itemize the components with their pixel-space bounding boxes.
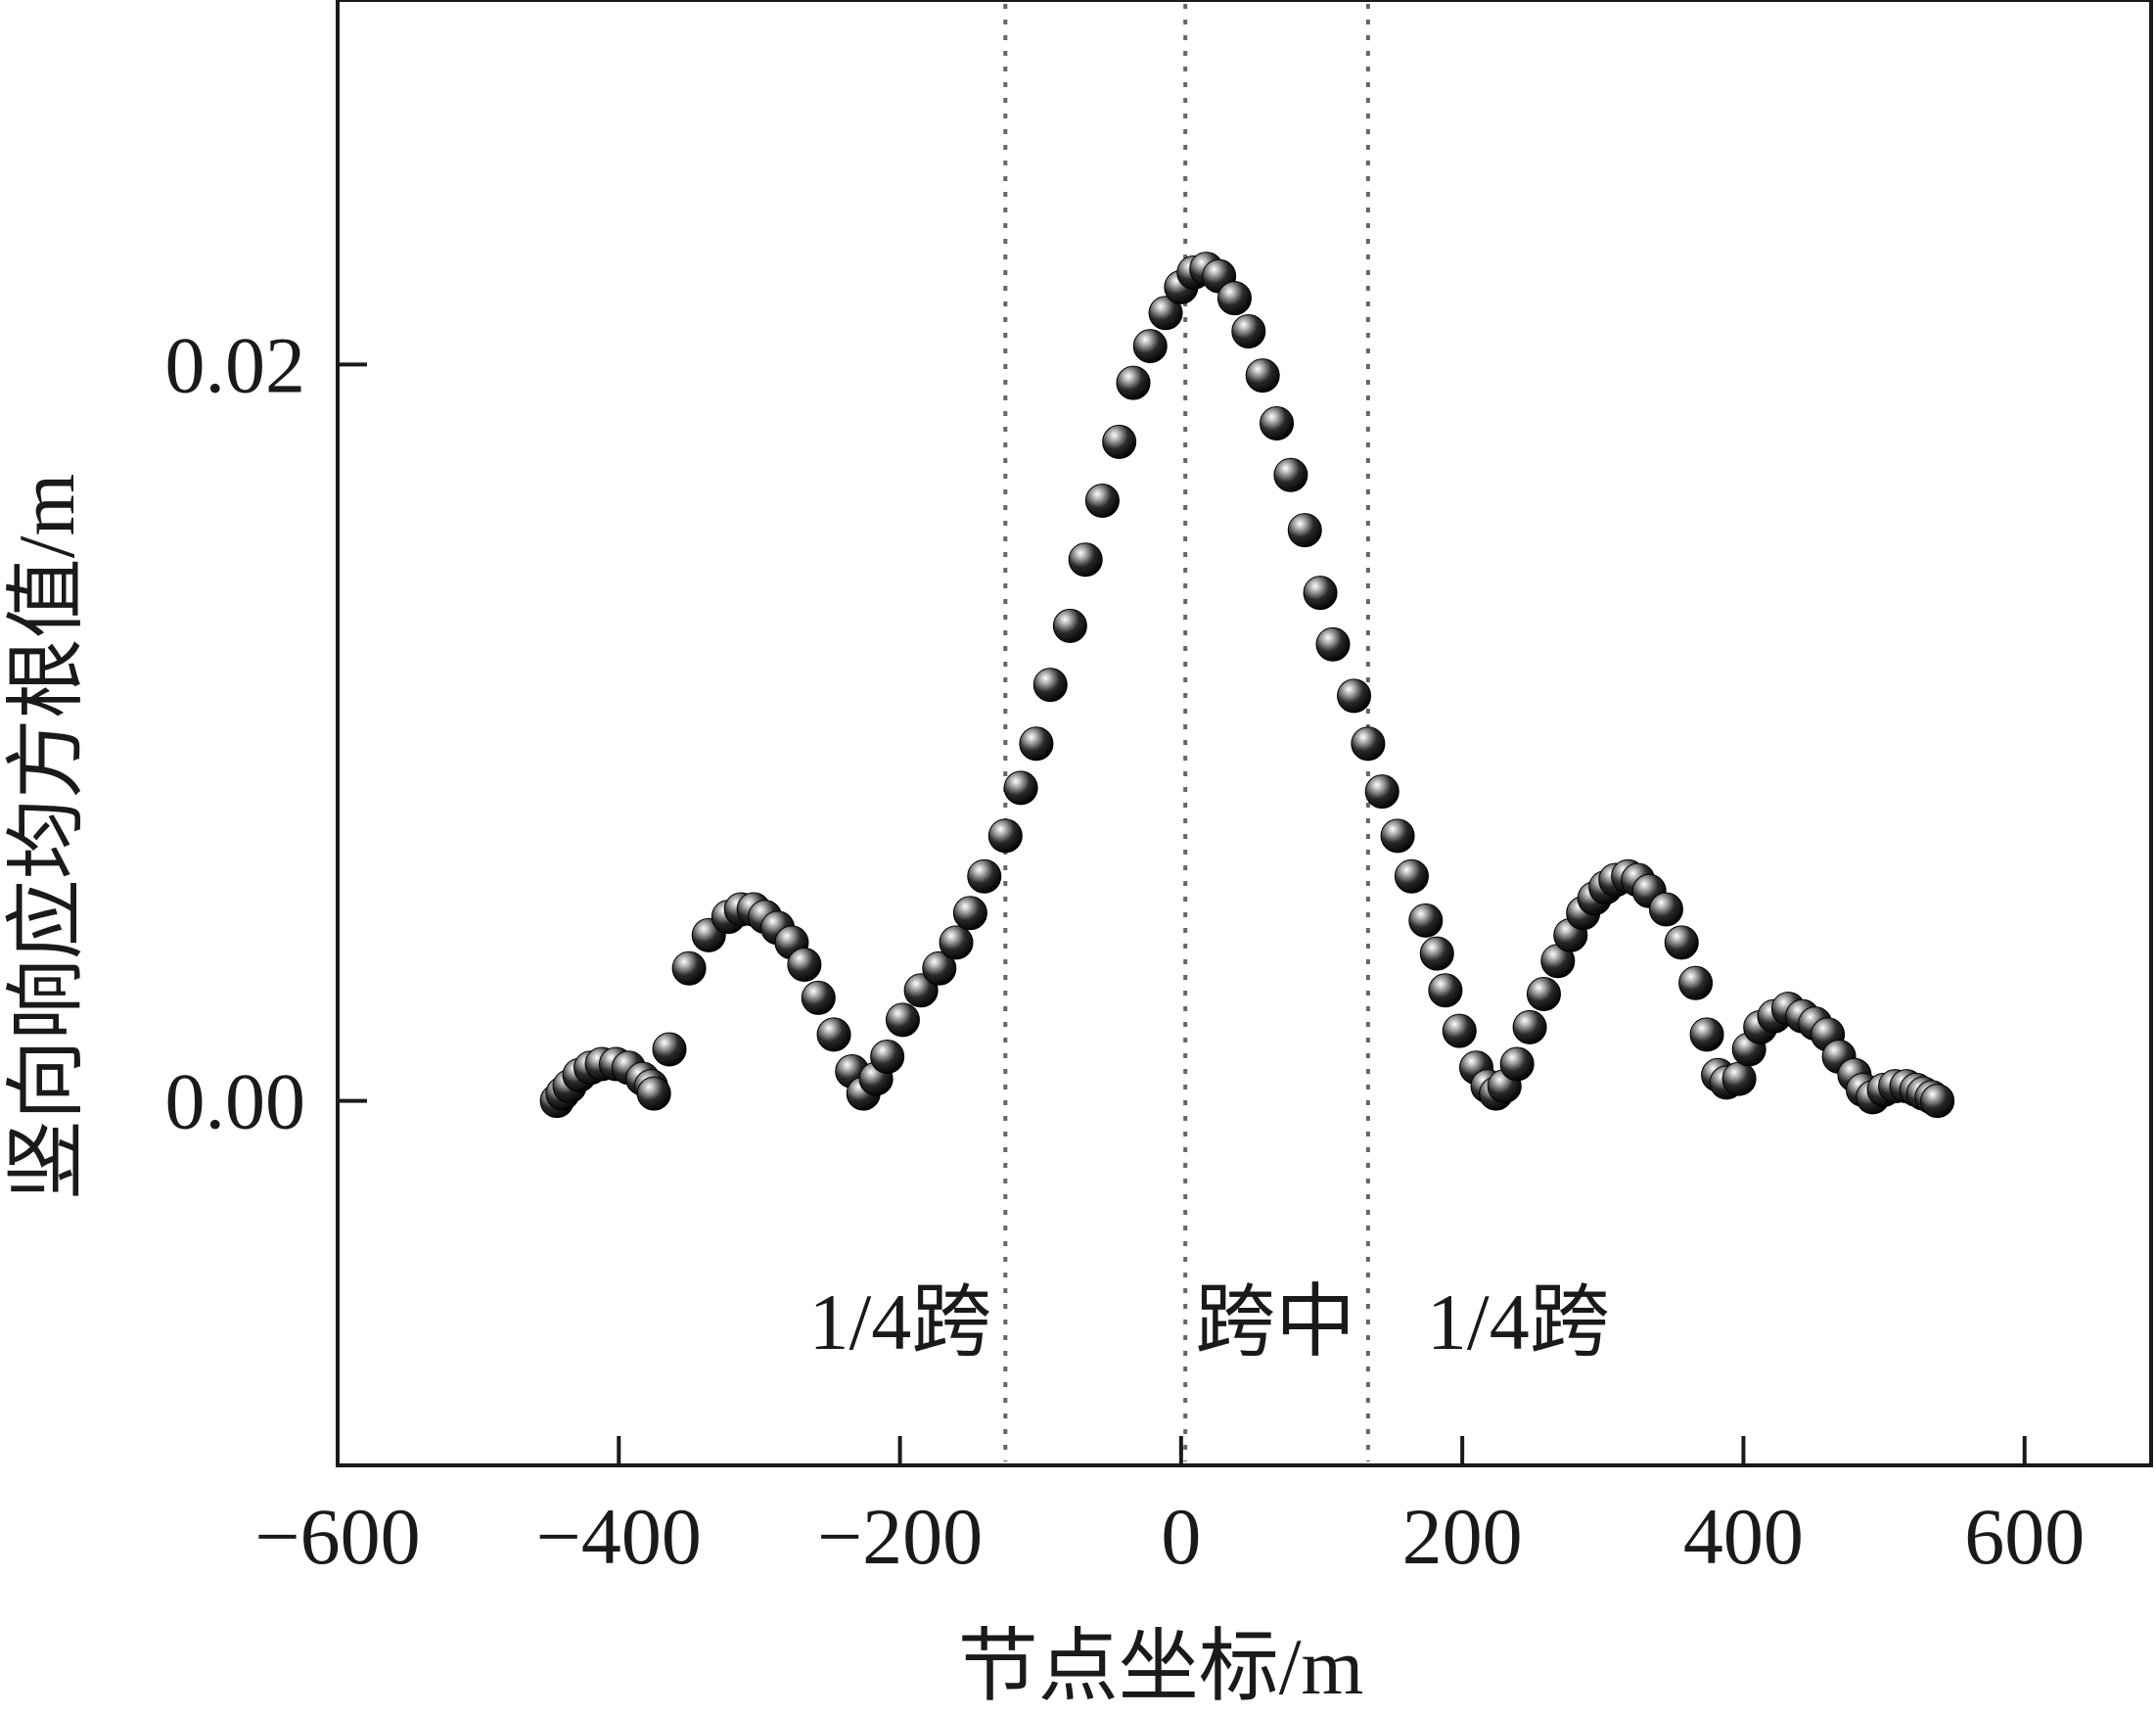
data-point [787, 947, 822, 982]
plot-frame [336, 0, 2153, 1467]
y-axis-label: 竖向响应均方根值/m [2, 474, 91, 1201]
data-point [1648, 892, 1683, 927]
x-tick-label: 200 [1402, 1492, 1523, 1581]
data-point [1428, 973, 1463, 1008]
data-point [1394, 858, 1429, 894]
data-point [922, 950, 957, 986]
reference-line-label: 1/4跨 [1427, 1277, 1610, 1367]
data-point [1526, 977, 1561, 1012]
data-point [1351, 726, 1386, 762]
data-point [1499, 1046, 1535, 1082]
data-point [1003, 770, 1038, 806]
x-axis-label: 节点坐标/m [958, 1622, 1364, 1711]
data-point [1273, 457, 1308, 492]
data-point [1721, 1061, 1757, 1096]
x-tick-label: 600 [1964, 1492, 2085, 1581]
annotations: 1/4跨 跨中 1/4跨 [809, 1277, 1610, 1367]
data-point [1512, 1009, 1547, 1044]
data-point [1408, 903, 1444, 938]
data-point [1920, 1084, 1955, 1119]
data-point [1689, 1017, 1724, 1052]
data-point [801, 980, 836, 1015]
y-axis-ticks: 0.00 0.02 [165, 320, 367, 1146]
data-point [1287, 513, 1322, 548]
data-point [1032, 668, 1068, 703]
data-point [1364, 774, 1399, 810]
data-point [1315, 626, 1351, 662]
data-point [1148, 296, 1183, 331]
x-tick-label: 400 [1683, 1492, 1804, 1581]
data-point [1419, 936, 1454, 971]
data-point [636, 1076, 671, 1111]
data-point [885, 1002, 920, 1038]
reference-line-label: 1/4跨 [809, 1277, 992, 1367]
data-point [1380, 818, 1415, 854]
reference-lines [1003, 4, 1370, 1461]
data-point [1337, 678, 1372, 714]
x-axis-ticks: −600 −400 −200 0 200 400 600 [254, 1436, 2085, 1581]
data-point [1664, 925, 1699, 960]
data-point [1678, 965, 1714, 1000]
data-point [1116, 365, 1151, 400]
data-point [952, 896, 987, 931]
x-tick-label: −400 [536, 1492, 702, 1581]
data-point [1019, 726, 1054, 762]
data-point [1216, 281, 1252, 316]
x-tick-label: −200 [817, 1492, 983, 1581]
data-point [1245, 358, 1280, 394]
reference-line-label: 跨中 [1195, 1277, 1355, 1367]
data-point [1102, 424, 1137, 459]
data-point [1132, 329, 1168, 364]
x-tick-label: −600 [254, 1492, 420, 1581]
data-point [967, 858, 1002, 894]
data-point [939, 925, 974, 960]
data-point [1260, 406, 1295, 441]
data-point [870, 1039, 905, 1074]
data-point [987, 818, 1023, 854]
data-point [1068, 542, 1103, 578]
data-point [1052, 608, 1087, 643]
x-tick-label: 0 [1161, 1492, 1201, 1581]
y-tick-label: 0.02 [165, 320, 306, 409]
data-point [1231, 314, 1266, 349]
data-point [1442, 1013, 1477, 1048]
data-point [816, 1017, 851, 1052]
data-point [1084, 484, 1120, 519]
data-point [1303, 576, 1338, 611]
y-tick-label: 0.00 [165, 1057, 306, 1146]
data-points [539, 252, 1955, 1119]
data-point [652, 1032, 687, 1067]
data-point [671, 950, 707, 986]
